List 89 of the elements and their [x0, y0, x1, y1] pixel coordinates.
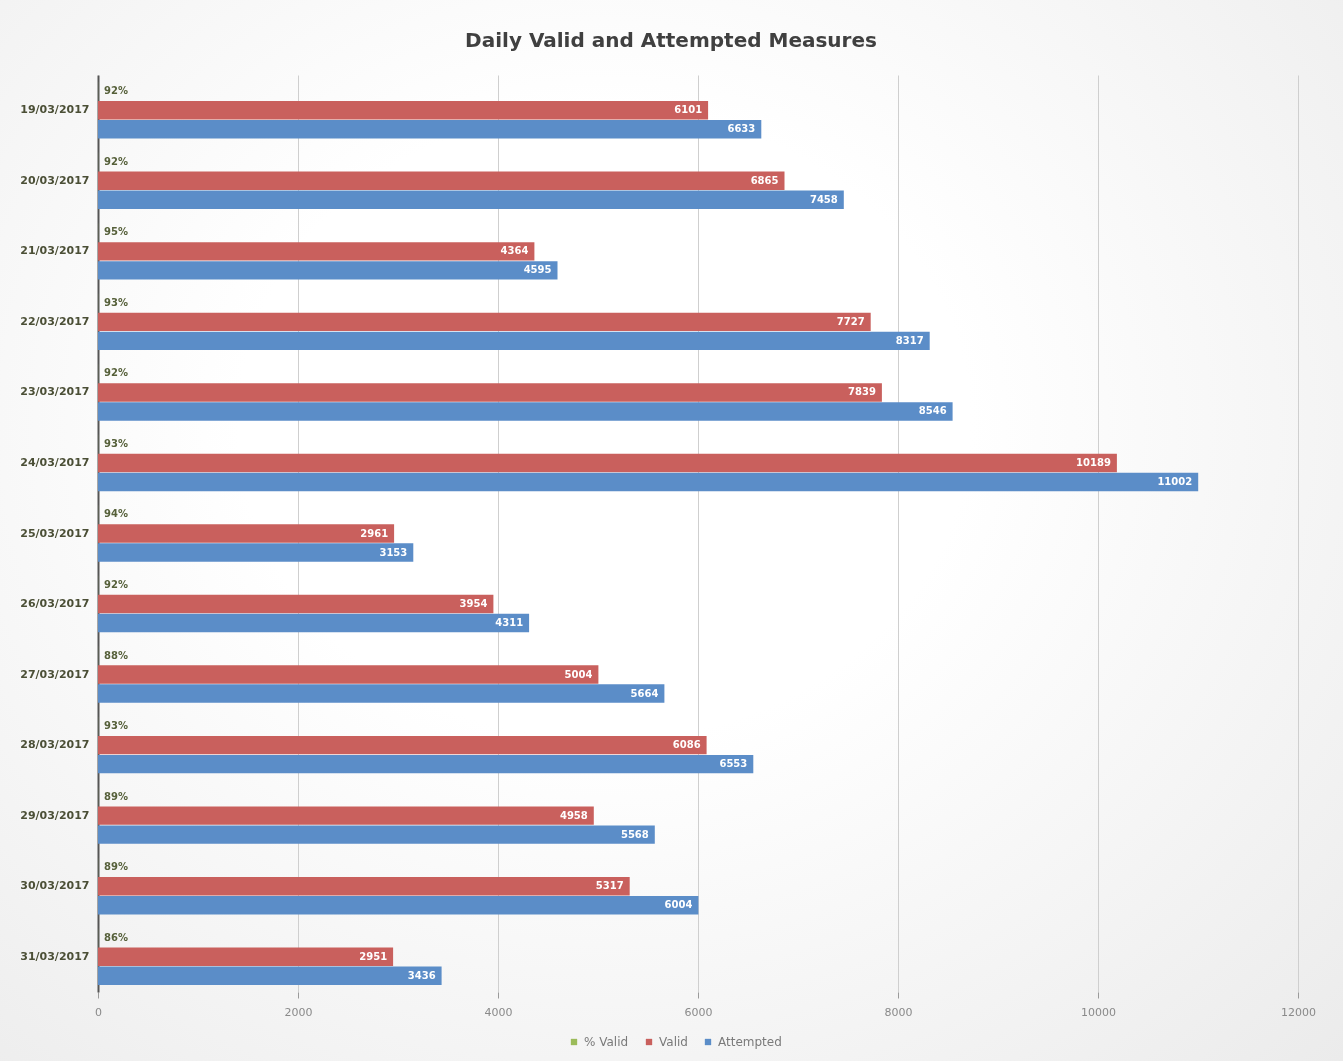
legend-label: Attempted: [718, 1035, 782, 1049]
data-label: 2951: [359, 950, 388, 962]
data-label: 94%: [104, 508, 129, 520]
data-label: 6633: [727, 123, 756, 135]
data-label: 5568: [620, 828, 649, 840]
data-label: 92%: [104, 367, 129, 379]
bar: [98, 453, 1117, 473]
y-tick-label: 29/03/2017: [20, 808, 90, 822]
data-label: 6101: [674, 104, 703, 116]
bar: [98, 876, 630, 896]
bar: [98, 120, 762, 139]
bar: [98, 261, 558, 280]
bar: [98, 190, 844, 210]
data-label: 5664: [630, 687, 659, 699]
data-label: 5004: [564, 668, 593, 680]
bar: [98, 101, 709, 120]
y-tick-label: 31/03/2017: [20, 949, 90, 963]
data-label: 92%: [104, 85, 129, 97]
bar: [98, 524, 395, 543]
y-tick-label: 26/03/2017: [20, 597, 90, 611]
data-label: 93%: [104, 720, 129, 732]
bar: [98, 312, 871, 332]
data-label: 7727: [836, 315, 865, 327]
bar: [98, 242, 535, 261]
data-label: 3436: [407, 969, 436, 981]
data-label: 89%: [104, 861, 129, 873]
data-label: 4958: [559, 809, 588, 821]
data-label: 95%: [104, 226, 129, 238]
y-tick-label: 22/03/2017: [20, 314, 90, 328]
y-tick-label: 27/03/2017: [20, 667, 90, 681]
y-tick-label: 21/03/2017: [20, 244, 90, 258]
y-tick-label: 25/03/2017: [20, 526, 90, 540]
data-label: 89%: [104, 790, 129, 802]
bar: [98, 947, 394, 966]
bar: [98, 171, 785, 191]
y-tick-label: 24/03/2017: [20, 455, 90, 469]
y-tick-label: 19/03/2017: [20, 103, 90, 117]
bar: [98, 613, 530, 633]
legend-label: Valid: [659, 1035, 688, 1049]
bar: [98, 472, 1199, 492]
data-label: 88%: [104, 649, 129, 661]
data-label: 5317: [595, 880, 624, 892]
y-tick-label: 23/03/2017: [20, 385, 90, 399]
x-tick-label: 4000: [484, 1005, 513, 1019]
x-tick-label: 2000: [284, 1005, 313, 1019]
data-label: 10189: [1076, 456, 1111, 468]
bar: [98, 402, 953, 421]
chart-title: Daily Valid and Attempted Measures: [465, 28, 877, 52]
bar: [98, 331, 930, 351]
x-tick-label: 10000: [1081, 1005, 1116, 1019]
data-label: 2961: [360, 527, 389, 539]
data-label: 4364: [500, 245, 529, 257]
x-tick-label: 6000: [684, 1005, 713, 1019]
data-label: 6553: [719, 758, 748, 770]
data-label: 8546: [918, 405, 947, 417]
bar: [98, 806, 594, 825]
data-label: 6865: [750, 174, 779, 186]
bar: [98, 665, 599, 684]
data-label: 92%: [104, 155, 129, 167]
data-label: 7458: [809, 193, 838, 205]
data-label: 93%: [104, 437, 129, 449]
bar: [98, 895, 699, 915]
bar: [98, 754, 754, 774]
data-label: 6004: [664, 899, 693, 911]
data-label: 93%: [104, 296, 129, 308]
data-label: 8317: [895, 334, 924, 346]
y-tick-label: 20/03/2017: [20, 173, 90, 187]
bar: [98, 735, 707, 755]
y-tick-label: 30/03/2017: [20, 879, 90, 893]
data-label: 4311: [495, 617, 524, 629]
data-label: 6086: [672, 739, 701, 751]
bar: [98, 825, 655, 844]
data-label: 7839: [848, 386, 876, 398]
data-label: 3954: [459, 598, 488, 610]
bar: [98, 684, 665, 703]
data-label: 3153: [379, 546, 408, 558]
x-tick-label: 12000: [1281, 1005, 1316, 1019]
x-tick-label: 0: [95, 1005, 102, 1019]
legend-label: % Valid: [584, 1035, 629, 1049]
y-tick-label: 28/03/2017: [20, 738, 90, 752]
bar: [98, 543, 414, 562]
x-tick-label: 8000: [884, 1005, 913, 1019]
bar: [98, 594, 494, 614]
bar: [98, 383, 882, 402]
data-label: 92%: [104, 579, 129, 591]
data-label: 86%: [104, 931, 129, 943]
data-label: 4595: [523, 264, 552, 276]
data-label: 11002: [1157, 475, 1193, 487]
bar: [98, 966, 442, 985]
